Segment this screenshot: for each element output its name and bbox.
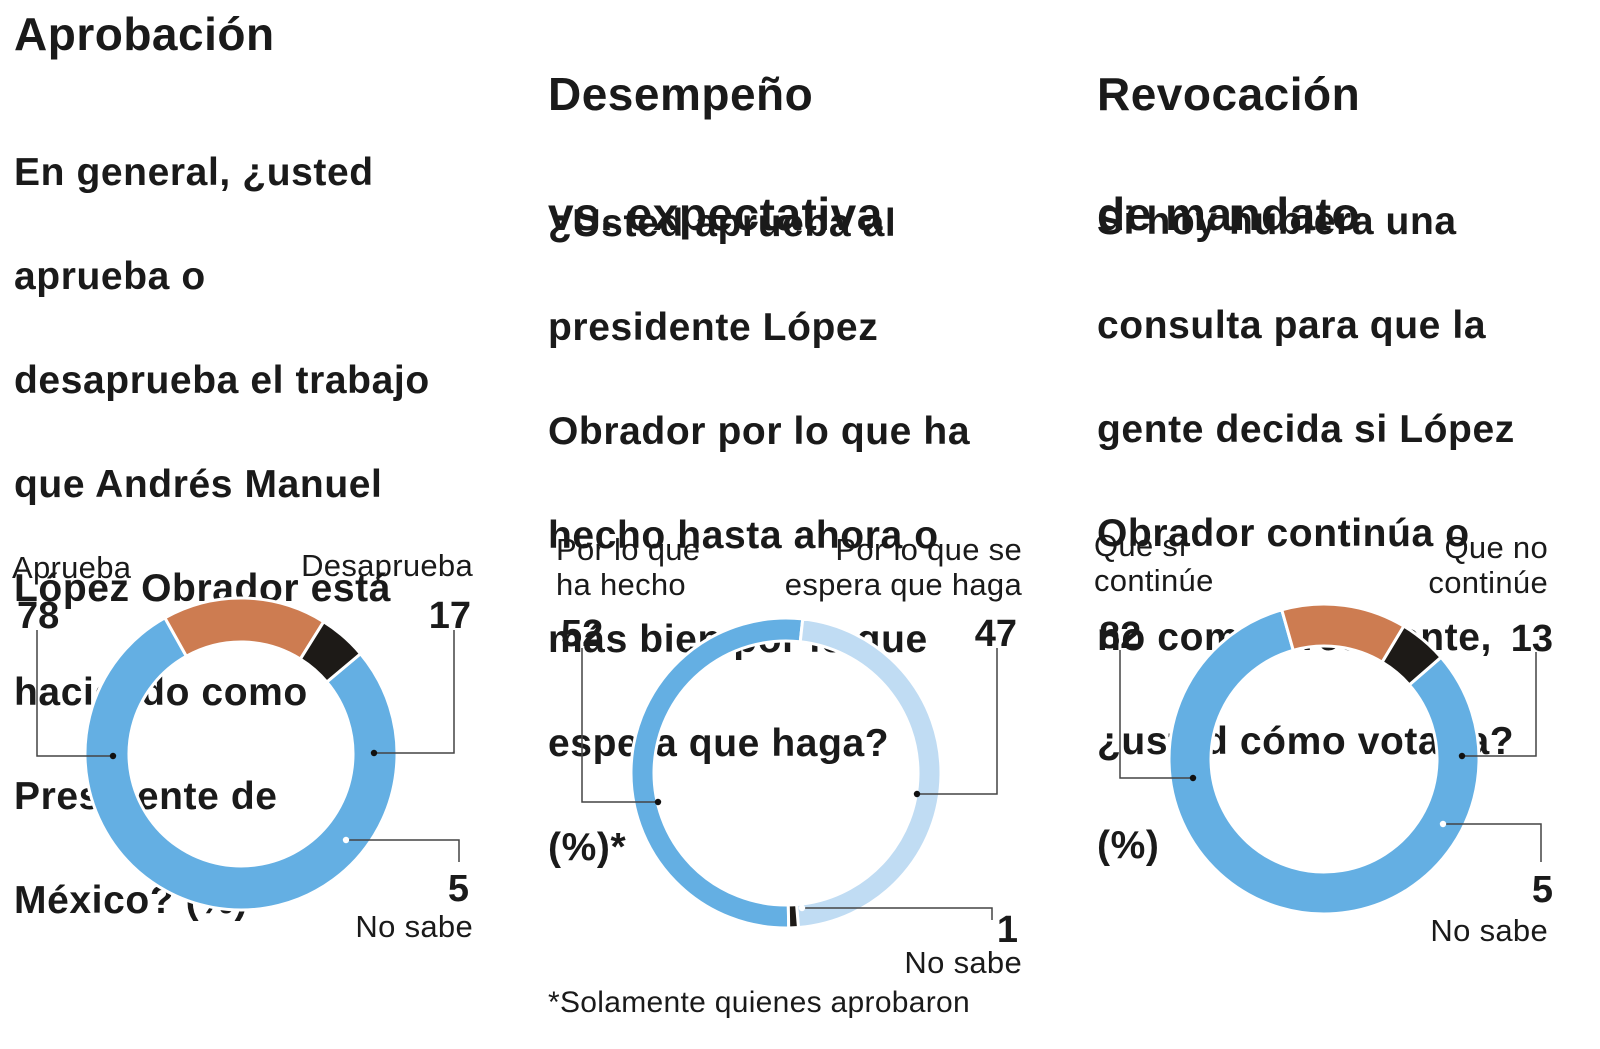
question-line: (%)*	[548, 826, 627, 869]
data-label: 5	[448, 868, 469, 910]
leader-line	[36, 630, 113, 757]
leader-dot	[370, 749, 378, 757]
category-label: Desaprueba	[301, 548, 473, 583]
question-line: En general, ¿usted	[14, 151, 374, 194]
panel-title: Aprobación	[14, 8, 275, 60]
category-label: No sabe	[355, 909, 473, 944]
leader-line	[346, 839, 460, 862]
leader-line	[1443, 823, 1542, 862]
donut-slice	[83, 615, 399, 912]
donut-chart: 78 Aprueba 17 Desaprueba 5No sabe	[12, 548, 473, 944]
leader-line	[374, 630, 455, 754]
donut-slice	[1380, 624, 1444, 687]
leader-dot	[913, 790, 921, 798]
category-label: No sabe	[904, 945, 1022, 980]
question-line: gente decida si López	[1097, 408, 1515, 451]
question-line: que Andrés Manuel	[14, 463, 383, 506]
leader-line	[1119, 650, 1193, 779]
leader-dot	[1458, 752, 1466, 760]
leader-line	[1462, 652, 1537, 757]
leader-dot	[1189, 774, 1197, 782]
category-label: ha hecho	[556, 567, 686, 602]
panel-title: Revocación de mandato	[1097, 4, 1360, 244]
category-label: Que no	[1445, 530, 1549, 565]
leader-line	[802, 907, 993, 920]
title-line: vs. expectativa	[548, 188, 883, 240]
title-line: de mandato	[1097, 188, 1361, 240]
data-label: 47	[975, 613, 1017, 655]
data-label: 52	[561, 613, 603, 655]
question-line: Obrador continúa o	[1097, 512, 1470, 555]
question-line: aprueba o	[14, 255, 206, 298]
category-label: continúe	[1428, 565, 1548, 600]
leader-dot	[798, 904, 806, 912]
question-line: (%)	[1097, 824, 1160, 867]
footnote: *Solamente quienes aprobaron	[548, 986, 971, 1019]
category-label: espera que haga	[785, 567, 1023, 602]
category-label: Por lo que se	[835, 532, 1022, 567]
question-line: presidente López	[548, 306, 879, 349]
donut-slice	[629, 616, 805, 930]
donut-slice	[794, 617, 943, 930]
category-label: Aprueba	[12, 550, 132, 585]
category-label: continúe	[1094, 563, 1214, 598]
data-label: 82	[1099, 615, 1141, 657]
data-label: 5	[1532, 869, 1553, 911]
question-line: ¿Usted aprueba al	[548, 202, 897, 245]
question-line: Si hoy hubiera una	[1097, 200, 1457, 243]
donut-slice	[1167, 608, 1481, 916]
leader-line	[917, 648, 998, 795]
question-line: hecho hasta ahora o	[548, 514, 939, 557]
panel-title: Desempeño vs. expectativa	[548, 4, 883, 244]
leader-dot	[342, 836, 350, 844]
data-label: 78	[17, 595, 59, 637]
donut-slice	[1279, 602, 1406, 665]
data-label: 17	[429, 595, 471, 637]
data-label: 13	[1511, 618, 1553, 660]
leader-dot	[654, 798, 662, 806]
question-line: consulta para que la	[1097, 304, 1487, 347]
donut-slice	[298, 619, 363, 685]
question-line: desaprueba el trabajo	[14, 359, 430, 402]
title-line: Revocación	[1097, 68, 1361, 120]
donut-slice	[162, 596, 326, 662]
donut-slice	[786, 902, 801, 930]
leader-line	[581, 648, 658, 803]
data-label: 1	[997, 909, 1018, 951]
category-label: Por lo que	[556, 532, 700, 567]
leader-dot	[109, 752, 117, 760]
title-line: Desempeño	[548, 68, 814, 120]
leader-dot	[1439, 820, 1447, 828]
question-line: Obrador por lo que ha	[548, 410, 971, 453]
category-label: Que sí	[1094, 528, 1187, 563]
category-label: No sabe	[1430, 913, 1548, 948]
